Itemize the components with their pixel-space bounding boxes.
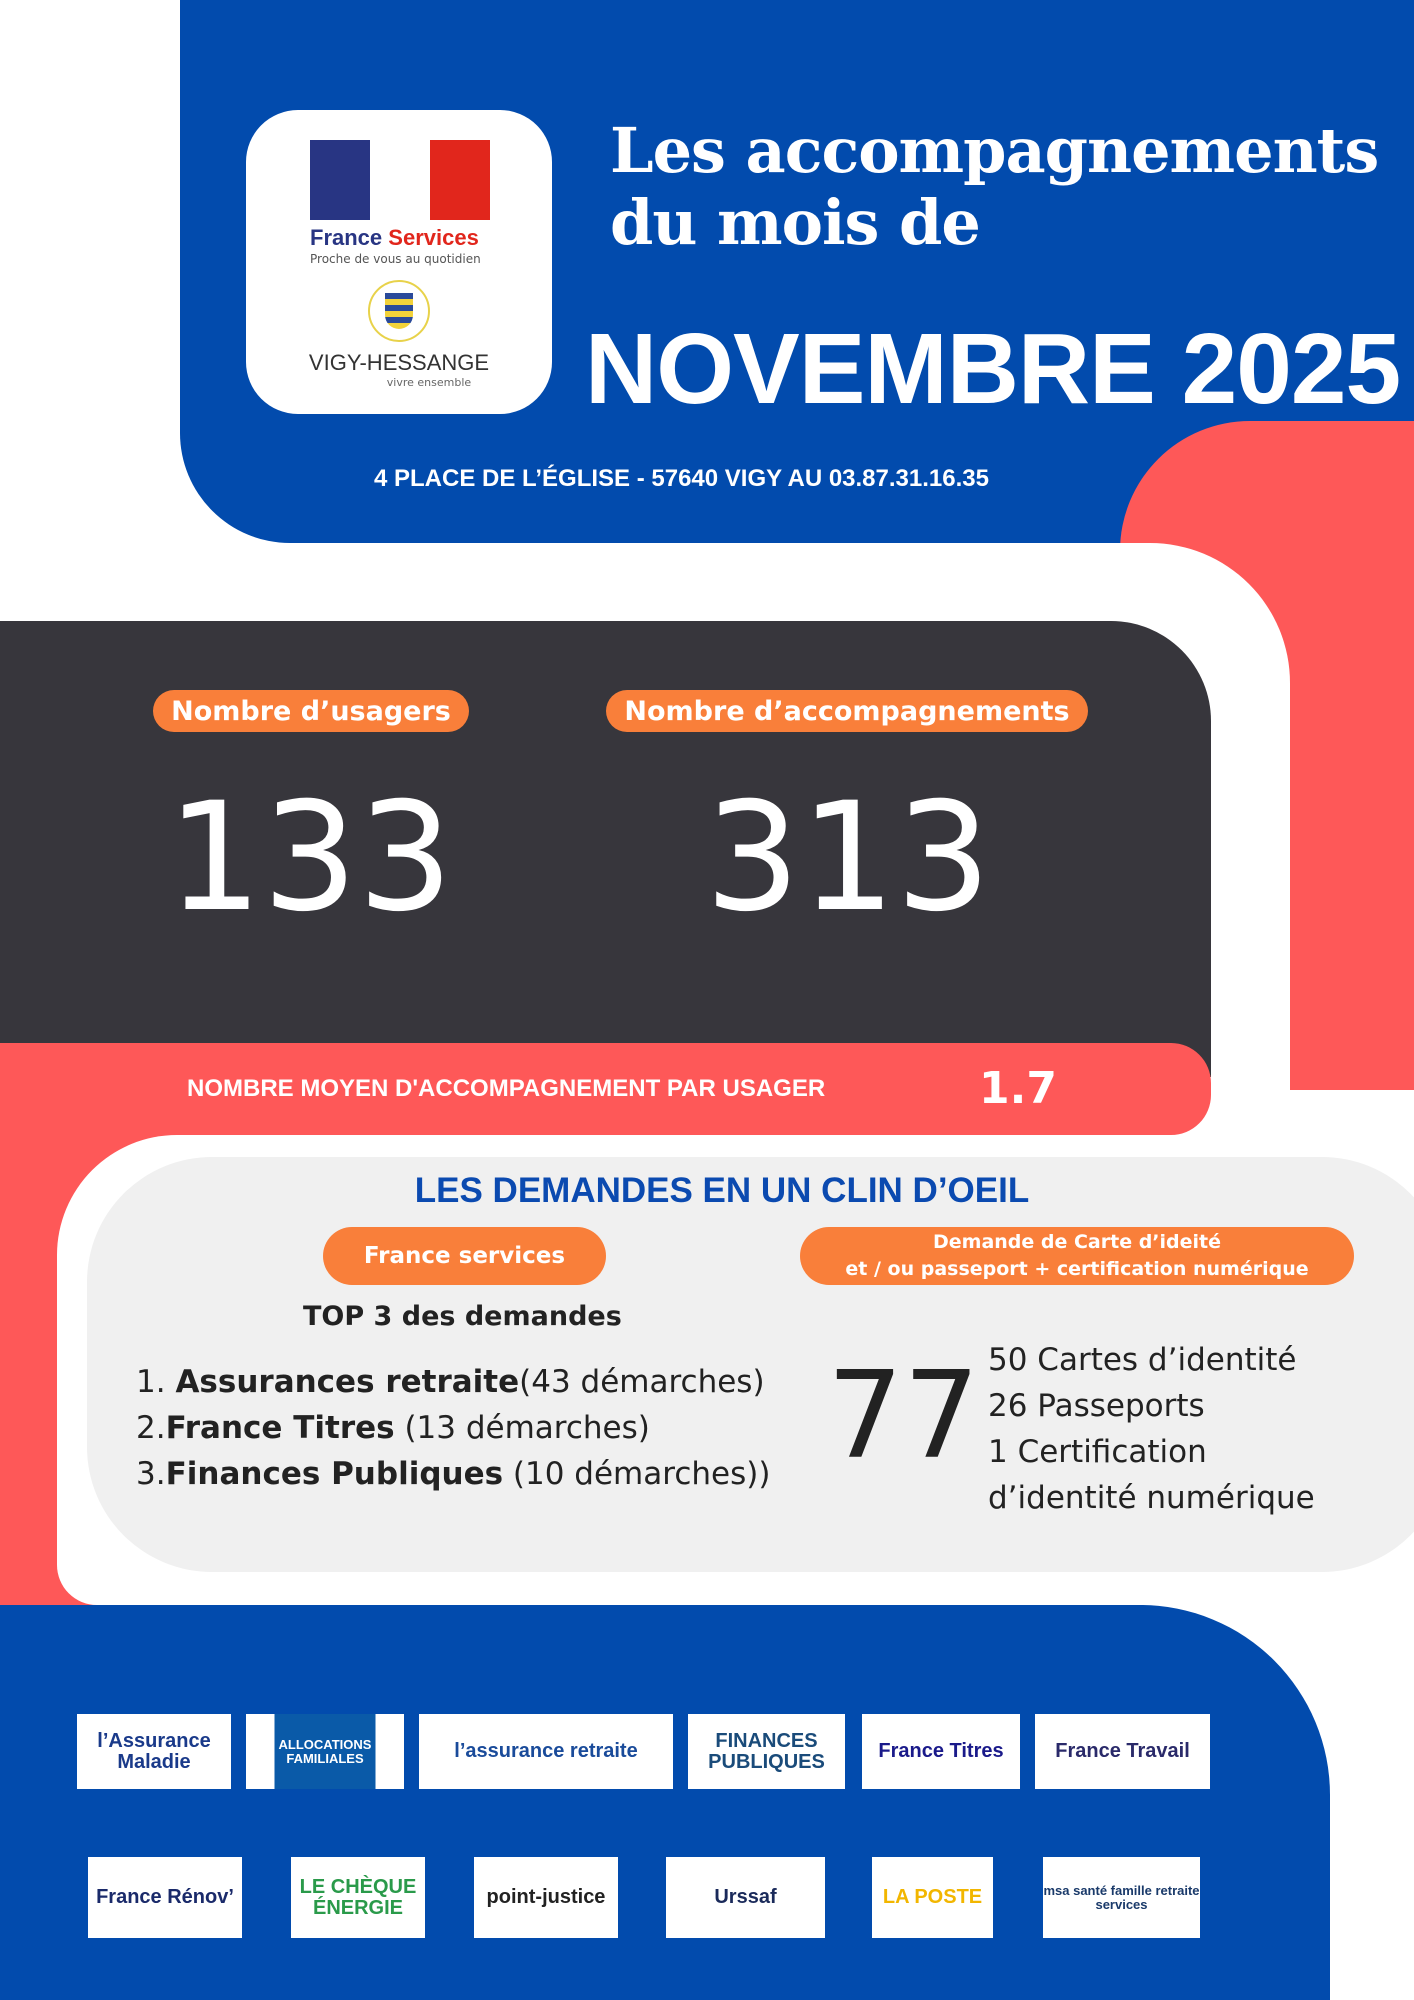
- commune-name: VIGY-HESSANGE: [308, 350, 490, 375]
- partner-logo: LE CHÈQUE ÉNERGIE: [291, 1857, 425, 1938]
- id-details: 50 Cartes d’identité 26 Passeports 1 Cer…: [988, 1337, 1315, 1521]
- brand-right: Services: [388, 225, 479, 250]
- france-services-pill: France services: [323, 1227, 606, 1285]
- requests-card: LES DEMANDES EN UN CLIN D’OEIL France se…: [87, 1157, 1414, 1572]
- list-item: d’identité numérique: [988, 1480, 1315, 1516]
- list-item: 3.Finances Publiques (10 démarches)): [136, 1456, 771, 1492]
- list-item: 26 Passeports: [988, 1388, 1205, 1424]
- partner-logo: ALLOCATIONS FAMILIALES: [246, 1714, 404, 1789]
- brand-left: France: [310, 225, 383, 250]
- average-bar: NOMBRE MOYEN D'ACCOMPAGNEMENT PAR USAGER…: [0, 1043, 1211, 1135]
- page-title: Les accompagnements du mois de: [610, 114, 1379, 259]
- partner-logo: France Titres: [862, 1714, 1020, 1789]
- address: 4 PLACE DE L’ÉGLISE - 57640 VIGY AU 03.8…: [374, 465, 989, 492]
- list-item: 1. Assurances retraite(43 démarches): [136, 1364, 765, 1400]
- average-label: NOMBRE MOYEN D'ACCOMPAGNEMENT PAR USAGER: [187, 1075, 826, 1102]
- brand-tagline: Proche de vous au quotidien: [310, 252, 481, 266]
- partner-logo: point-justice: [474, 1857, 618, 1938]
- list-item: 1 Certification: [988, 1434, 1207, 1470]
- partner-logo: France Rénov’: [88, 1857, 242, 1938]
- partner-logo: LA POSTE: [872, 1857, 993, 1938]
- list-item: 2.France Titres (13 démarches): [136, 1410, 650, 1446]
- support-label: Nombre d’accompagnements: [606, 690, 1088, 732]
- partners-footer: [0, 1605, 1330, 2000]
- users-value: 133: [166, 771, 454, 945]
- france-services-logo: France Services Proche de vous au quotid…: [246, 110, 552, 414]
- partner-logo: Urssaf: [666, 1857, 825, 1938]
- average-value: 1.7: [979, 1063, 1057, 1114]
- month-title: NOVEMBRE 2025: [585, 313, 1401, 425]
- requests-title: LES DEMANDES EN UN CLIN D’OEIL: [414, 1171, 1030, 1210]
- partner-logo: msa santé famille retraite services: [1043, 1857, 1200, 1938]
- users-label: Nombre d’usagers: [153, 690, 469, 732]
- partner-logo: l’Assurance Maladie: [77, 1714, 231, 1789]
- list-item: 50 Cartes d’identité: [988, 1342, 1297, 1378]
- top-title: TOP 3 des demandes: [303, 1301, 622, 1332]
- id-total: 77: [827, 1347, 980, 1486]
- partner-logo: l’assurance retraite: [419, 1714, 673, 1789]
- top-list: 1. Assurances retraite(43 démarches) 2.F…: [136, 1359, 770, 1497]
- coat-of-arms-icon: [368, 280, 430, 342]
- id-request-pill: Demande de Carte d’ideité et / ou passepo…: [800, 1227, 1354, 1285]
- partner-logo: FINANCES PUBLIQUES: [688, 1714, 845, 1789]
- partner-logo: France Travail: [1035, 1714, 1210, 1789]
- marianne-flag-icon: [310, 140, 490, 220]
- support-value: 313: [704, 771, 992, 945]
- stats-panel: Nombre d’usagers Nombre d’accompagnement…: [0, 621, 1211, 1077]
- commune-tagline: vivre ensemble: [386, 376, 472, 389]
